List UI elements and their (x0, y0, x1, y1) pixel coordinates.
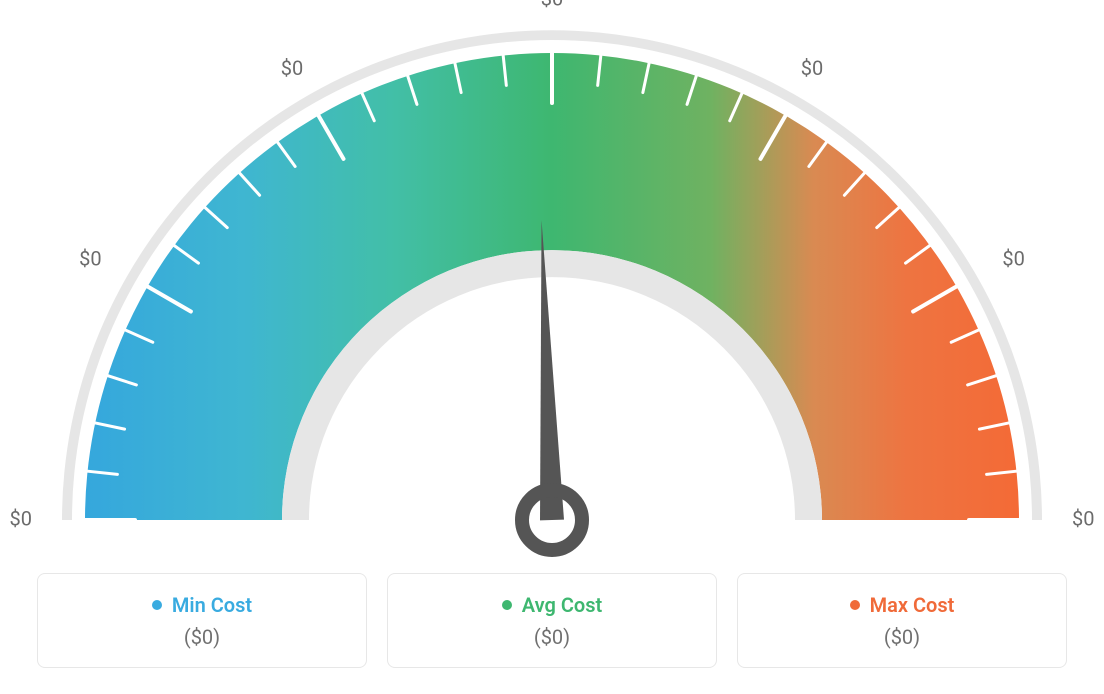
legend-label: Avg Cost (522, 593, 603, 617)
legend-card: Max Cost ($0) (737, 573, 1067, 668)
gauge-tick-label: $0 (541, 0, 563, 10)
legend-title: Min Cost (38, 593, 366, 617)
legend-label: Max Cost (870, 593, 955, 617)
gauge-tick-label: $0 (10, 506, 32, 530)
gauge-tick-label: $0 (1072, 506, 1094, 530)
legend-dot-icon (152, 600, 162, 610)
legend-value: ($0) (38, 625, 366, 649)
legend-title: Avg Cost (388, 593, 716, 617)
legend-card: Min Cost ($0) (37, 573, 367, 668)
legend-dot-icon (850, 600, 860, 610)
gauge-tick-label: $0 (801, 56, 823, 80)
legend-value: ($0) (738, 625, 1066, 649)
gauge-tick-label: $0 (79, 246, 101, 270)
legend-dot-icon (502, 600, 512, 610)
legend-card: Avg Cost ($0) (387, 573, 717, 668)
gauge-tick-label: $0 (281, 56, 303, 80)
legend-value: ($0) (388, 625, 716, 649)
gauge-tick-label: $0 (1002, 246, 1024, 270)
legend-row: Min Cost ($0) Avg Cost ($0) Max Cost ($0) (0, 573, 1104, 668)
gauge-chart-container: $0$0$0$0$0$0$0 Min Cost($0)Avg Cost($0)M… (0, 0, 1104, 690)
legend-label: Min Cost (172, 593, 252, 617)
legend-title: Max Cost (738, 593, 1066, 617)
